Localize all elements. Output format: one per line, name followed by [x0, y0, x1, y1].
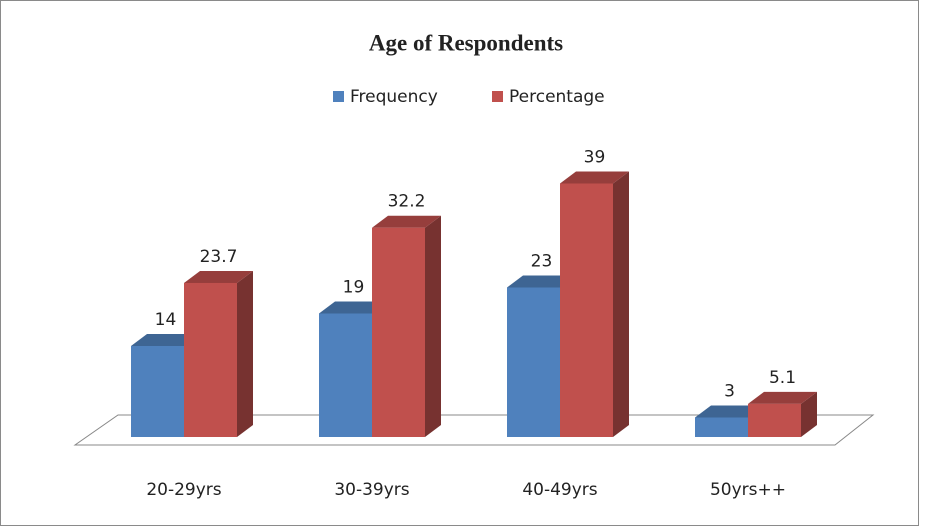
x-tick-label: 30-39yrs [334, 480, 409, 500]
bar [560, 171, 629, 437]
bar-front [184, 282, 237, 437]
legend-label: Percentage [509, 87, 605, 107]
legend-swatch [492, 91, 503, 102]
bar-top [184, 270, 253, 283]
chart-title: Age of Respondents [369, 30, 563, 55]
x-tick-label: 50yrs++ [710, 480, 786, 500]
data-label: 23.7 [200, 247, 238, 267]
bar-front [695, 417, 748, 437]
bar-top [748, 391, 817, 404]
bar [748, 391, 817, 437]
data-label: 14 [155, 310, 177, 330]
bar-front [560, 183, 613, 437]
data-label: 5.1 [769, 368, 796, 388]
bar-top [131, 334, 200, 346]
bar-front [131, 346, 184, 437]
bar-side [425, 215, 441, 437]
bar-side [613, 171, 629, 437]
data-label: 19 [343, 278, 365, 298]
data-label: 23 [531, 252, 553, 272]
bar-top [372, 215, 441, 228]
data-label: 39 [584, 148, 606, 168]
data-label: 3 [724, 382, 735, 402]
bar [372, 215, 441, 437]
bar [184, 270, 253, 437]
floor [73, 414, 875, 446]
legend-label: Frequency [350, 87, 438, 107]
legend-swatch [333, 91, 344, 102]
bar-front [319, 313, 372, 437]
bar-side [801, 391, 817, 437]
x-tick-label: 40-49yrs [522, 480, 597, 500]
bar-side [237, 270, 253, 437]
data-label: 32.2 [388, 192, 426, 212]
bar-top [319, 301, 388, 314]
bar-front [372, 227, 425, 437]
bar-top [507, 275, 576, 288]
bar-front [748, 403, 801, 437]
x-tick-label: 20-29yrs [146, 480, 221, 500]
bar-front [507, 287, 560, 437]
bar-top [695, 405, 764, 418]
bar-top [560, 171, 629, 184]
